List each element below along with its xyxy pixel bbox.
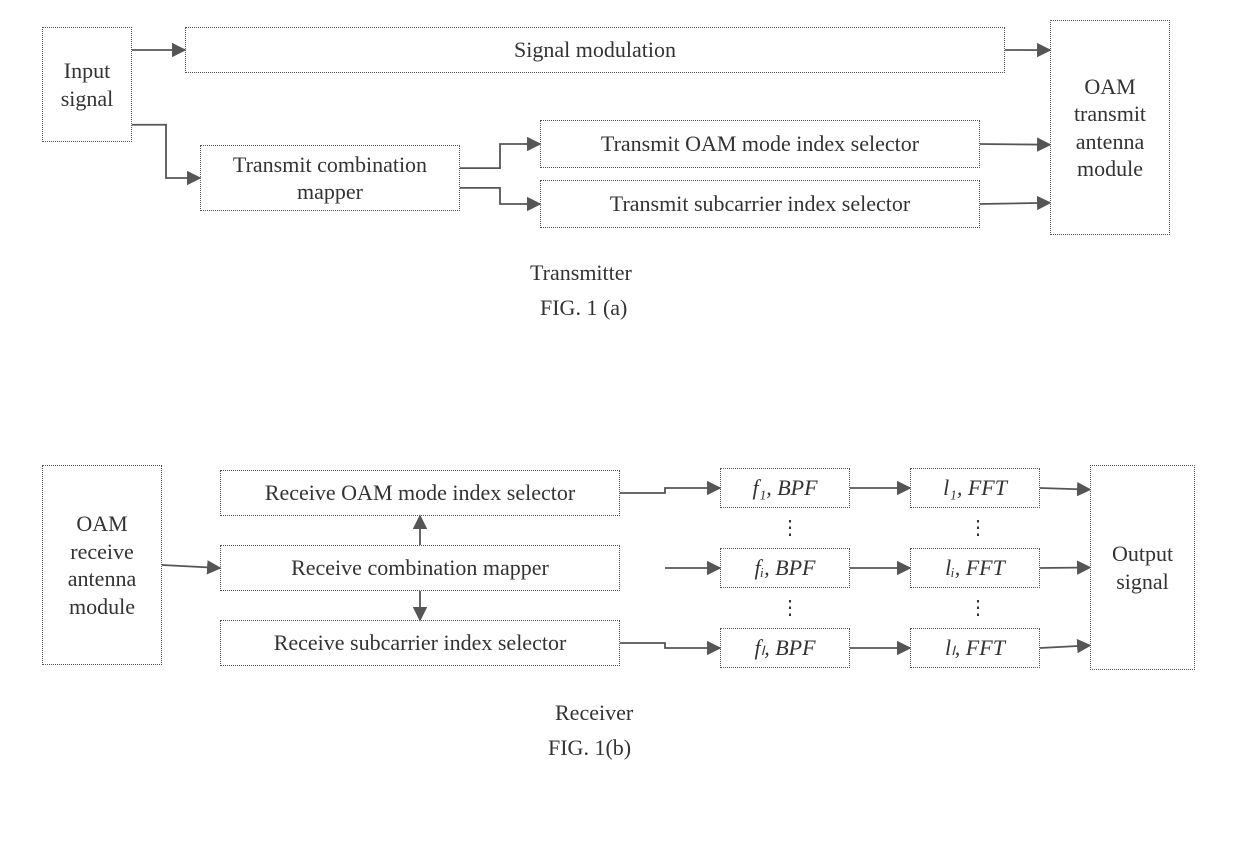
caption-fig-1a: FIG. 1 (a): [540, 295, 627, 321]
block-tx-combination-mapper: Transmit combination mapper: [200, 145, 460, 211]
caption-fig-1b: FIG. 1(b): [548, 735, 631, 761]
block-bpf-l: fₗ, BPF: [720, 628, 850, 668]
block-input-signal: Input signal: [42, 27, 132, 142]
vertical-ellipsis: ⋮: [968, 595, 988, 620]
block-bpf-i: fᵢ, BPF: [720, 548, 850, 588]
block-rx-subcarrier-selector: Receive subcarrier index selector: [220, 620, 620, 666]
block-bpf-1: f₁, BPF: [720, 468, 850, 508]
caption-receiver: Receiver: [555, 700, 633, 726]
block-oam-rx-antenna: OAM receive antenna module: [42, 465, 162, 665]
block-fft-1: l₁, FFT: [910, 468, 1040, 508]
block-fft-i: lᵢ, FFT: [910, 548, 1040, 588]
block-fft-l: lₗ, FFT: [910, 628, 1040, 668]
block-rx-oam-selector: Receive OAM mode index selector: [220, 470, 620, 516]
vertical-ellipsis: ⋮: [968, 515, 988, 540]
block-signal-modulation: Signal modulation: [185, 27, 1005, 73]
vertical-ellipsis: ⋮: [780, 515, 800, 540]
diagram-canvas: Input signal Signal modulation Transmit …: [0, 0, 1240, 854]
block-output-signal: Output signal: [1090, 465, 1195, 670]
block-oam-tx-antenna: OAM transmit antenna module: [1050, 20, 1170, 235]
vertical-ellipsis: ⋮: [780, 595, 800, 620]
caption-transmitter: Transmitter: [530, 260, 632, 286]
block-tx-subcarrier-selector: Transmit subcarrier index selector: [540, 180, 980, 228]
block-tx-oam-selector: Transmit OAM mode index selector: [540, 120, 980, 168]
block-rx-combination-mapper: Receive combination mapper: [220, 545, 620, 591]
